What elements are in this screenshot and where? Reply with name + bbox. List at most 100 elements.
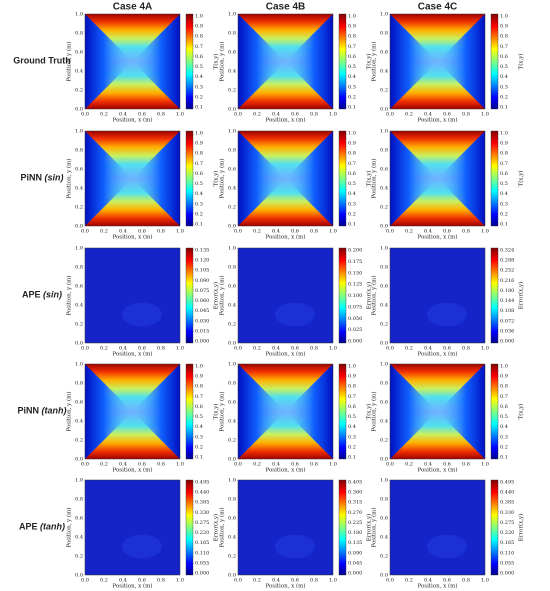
x-tick-label: 0.0 [234, 462, 242, 468]
y-axis-label: Position, y (m) [66, 275, 73, 315]
x-tick-label: 0.4 [119, 229, 127, 235]
plot-frame [389, 479, 486, 576]
colorbar-tick-label: 0.4 [500, 74, 508, 80]
x-tick-label: 0.6 [138, 578, 146, 584]
colorbar-label: T(x,y) [518, 404, 525, 420]
colorbar-label: Error(x,y) [366, 514, 373, 541]
y-tick-label: 0.2 [228, 322, 236, 328]
field-side [85, 131, 133, 226]
error-blob [427, 534, 467, 559]
colorbar-tick-label: 0.165 [195, 540, 209, 546]
x-tick-label: 0.2 [100, 112, 108, 118]
colorbar-tick-label: 0.7 [500, 394, 508, 400]
error-blob [122, 534, 162, 559]
colorbar-tick-label: 0.3 [195, 84, 203, 90]
error-map [390, 248, 485, 343]
column-header: Case 4A [113, 2, 152, 13]
field-side [238, 364, 286, 459]
field-side [285, 14, 333, 109]
plot-frame [84, 247, 181, 344]
x-tick-label: 1.0 [176, 462, 184, 468]
x-tick-label: 0.2 [100, 462, 108, 468]
y-tick-label: 0.6 [380, 516, 388, 522]
colorbar-tick-label: 0.216 [500, 278, 514, 284]
y-tick-label: 0.8 [380, 31, 388, 37]
x-tick-label: 0.0 [234, 346, 242, 352]
colorbar-tick-label: 0.385 [500, 500, 514, 506]
x-tick-label: 0.8 [310, 346, 318, 352]
x-tick-label: 0.0 [386, 462, 394, 468]
field-side [437, 364, 485, 459]
y-tick-label: 0.8 [75, 265, 83, 271]
x-tick-label: 0.0 [234, 112, 242, 118]
y-tick-label: 0.8 [380, 265, 388, 271]
x-tick-label: 1.0 [329, 112, 337, 118]
x-tick-label: 0.2 [405, 578, 413, 584]
x-tick-label: 0.8 [157, 462, 165, 468]
x-tick-label: 0.8 [462, 462, 470, 468]
x-tick-label: 1.0 [329, 229, 337, 235]
colorbar-label: T(x,y) [518, 54, 525, 70]
x-tick-label: 0.8 [310, 229, 318, 235]
x-tick-label: 0.4 [119, 578, 127, 584]
field-side [437, 14, 485, 109]
y-tick-label: 0.2 [75, 88, 83, 94]
row-label: PiNN (tanh) [17, 406, 66, 416]
colorbar-tick-label: 0.4 [195, 424, 203, 430]
x-tick-label: 0.8 [310, 112, 318, 118]
colorbar [185, 130, 194, 227]
x-tick-label: 1.0 [481, 462, 489, 468]
colorbar-label: Error(x,y) [213, 282, 220, 309]
y-tick-label: 0.0 [228, 457, 236, 463]
x-tick-label: 0.8 [157, 229, 165, 235]
colorbar-tick-label: 0.120 [195, 258, 209, 264]
field-side [437, 131, 485, 226]
colorbar-tick-label: 0.315 [348, 500, 362, 506]
colorbar [185, 247, 194, 344]
colorbar-tick-label: 0.8 [195, 34, 203, 40]
x-tick-label: 0.8 [462, 578, 470, 584]
x-tick-label: 1.0 [481, 112, 489, 118]
plot-frame [389, 247, 486, 344]
colorbar-tick-label: 0.330 [500, 510, 514, 516]
y-axis-label: Position, y (m) [66, 158, 73, 198]
colorbar [338, 479, 347, 576]
colorbar-tick-label: 0.1 [195, 105, 203, 111]
plot-frame [84, 130, 181, 227]
x-tick-label: 0.2 [405, 229, 413, 235]
y-axis-label: Position, y (m) [219, 158, 226, 198]
y-tick-label: 0.0 [380, 107, 388, 113]
y-tick-label: 0.4 [380, 186, 388, 192]
colorbar-tick-label: 0.6 [348, 171, 356, 177]
x-tick-label: 0.6 [443, 462, 451, 468]
x-tick-label: 0.6 [443, 112, 451, 118]
colorbar-tick-label: 0.015 [195, 328, 209, 334]
x-tick-label: 0.6 [138, 112, 146, 118]
y-tick-label: 0.6 [380, 50, 388, 56]
y-tick-label: 1.0 [75, 129, 83, 135]
x-axis-label: Position, x (m) [265, 467, 305, 474]
colorbar-tick-label: 0.3 [500, 201, 508, 207]
colorbar-label: T(x,y) [213, 404, 220, 420]
x-tick-label: 0.8 [310, 462, 318, 468]
x-tick-label: 0.2 [405, 462, 413, 468]
x-tick-label: 0.6 [291, 346, 299, 352]
y-axis-label: Position, y (m) [371, 41, 378, 81]
y-tick-label: 0.8 [75, 497, 83, 503]
colorbar-tick-label: 0.8 [348, 34, 356, 40]
colorbar-label: Error(x,y) [518, 514, 525, 541]
colorbar-tick-label: 0.1 [348, 455, 356, 461]
row-variant: (tanh) [42, 406, 67, 416]
x-tick-label: 0.0 [386, 346, 394, 352]
x-tick-label: 1.0 [176, 229, 184, 235]
x-tick-label: 1.0 [481, 578, 489, 584]
colorbar-tick-label: 0.4 [500, 424, 508, 430]
y-axis-label: Position, y (m) [66, 41, 73, 81]
y-tick-label: 0.2 [75, 205, 83, 211]
y-tick-label: 0.0 [380, 341, 388, 347]
x-tick-label: 0.4 [272, 346, 280, 352]
y-tick-label: 0.2 [380, 88, 388, 94]
field-side [285, 131, 333, 226]
colorbar-tick-label: 0.055 [500, 560, 514, 566]
x-tick-label: 0.4 [272, 578, 280, 584]
